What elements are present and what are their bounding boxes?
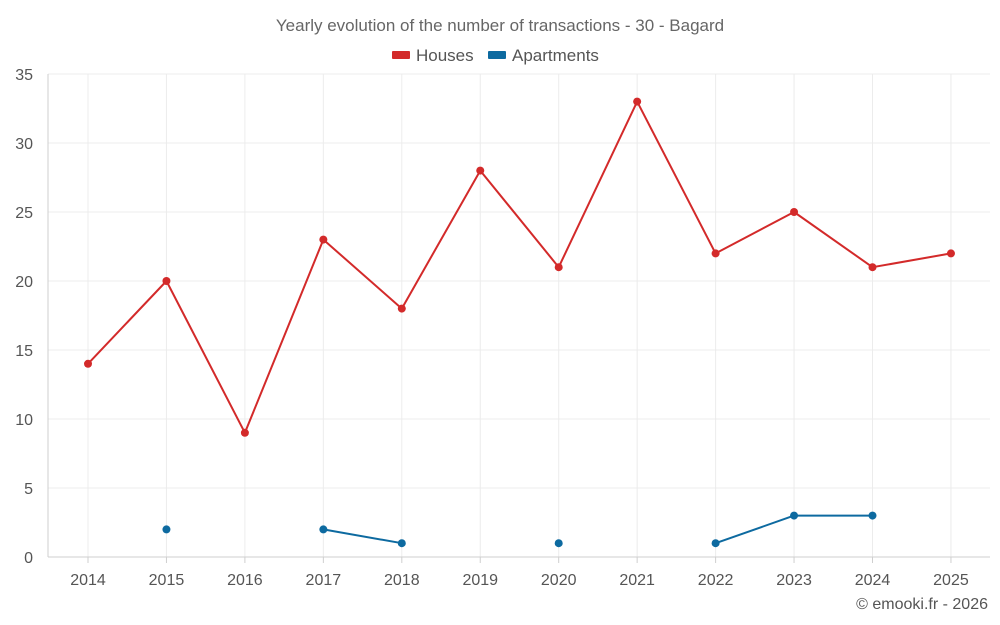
- credit-text: © emooki.fr - 2026: [856, 596, 988, 613]
- apartments-line-segment: [322, 528, 403, 545]
- apartments-point: [162, 525, 171, 534]
- series-apartments: [162, 511, 877, 548]
- y-axis-ticks: 0 5 10 15 20 25 30 35: [15, 67, 33, 567]
- houses-point: [397, 304, 406, 313]
- y-tick-label: 20: [15, 274, 33, 291]
- legend-swatch-houses: [392, 51, 410, 59]
- x-tick-label: 2019: [462, 572, 498, 589]
- legend-item-apartments[interactable]: Apartments: [488, 46, 599, 65]
- x-tick-label: 2018: [384, 572, 420, 589]
- houses-line-segment: [479, 169, 560, 269]
- houses-line-segment: [322, 238, 403, 310]
- x-tick-label: 2022: [698, 572, 734, 589]
- x-tick-label: 2023: [776, 572, 812, 589]
- series-layer: [84, 97, 955, 548]
- houses-point: [711, 249, 720, 258]
- houses-line-segment: [871, 252, 952, 269]
- houses-line-segment: [557, 100, 639, 269]
- x-tick-label: 2021: [619, 572, 655, 589]
- chart-title: Yearly evolution of the number of transa…: [276, 16, 724, 35]
- y-tick-label: 25: [15, 205, 33, 222]
- houses-point: [476, 166, 485, 175]
- x-tick-label: 2020: [541, 572, 577, 589]
- houses-point: [633, 97, 642, 106]
- x-tick-label: 2017: [306, 572, 342, 589]
- x-tick-label: 2025: [933, 572, 969, 589]
- houses-line-segment: [87, 280, 168, 365]
- apartments-point: [711, 539, 720, 548]
- legend-label-houses: Houses: [416, 46, 474, 65]
- x-tick-label: 2016: [227, 572, 263, 589]
- houses-point: [554, 263, 563, 272]
- houses-point: [84, 359, 92, 368]
- houses-line-segment: [636, 100, 717, 255]
- y-tick-label: 15: [15, 343, 33, 360]
- legend: Houses Apartments: [392, 46, 599, 65]
- houses-point: [790, 208, 799, 216]
- apartments-line-segment: [714, 514, 796, 545]
- y-tick-label: 0: [24, 550, 33, 567]
- legend-item-houses[interactable]: Houses: [392, 46, 474, 65]
- x-tick-label: 2015: [149, 572, 185, 589]
- houses-line-segment: [793, 211, 874, 269]
- houses-line-segment: [243, 238, 325, 434]
- y-tick-label: 5: [24, 481, 33, 498]
- apartments-point: [397, 539, 406, 548]
- houses-point: [946, 249, 955, 258]
- axes: [47, 74, 990, 563]
- x-tick-label: 2014: [70, 572, 106, 589]
- y-tick-label: 30: [15, 136, 33, 153]
- x-axis-ticks: 2014 2015 2016 2017 2018 2019 2020 2021 2022 2023…: [70, 572, 969, 589]
- series-houses: [84, 97, 955, 437]
- houses-point: [162, 277, 171, 285]
- apartments-point: [319, 525, 328, 534]
- y-tick-label: 35: [15, 67, 33, 84]
- grid: [48, 73, 990, 557]
- houses-line-segment: [165, 280, 246, 434]
- x-tick-label: 2024: [855, 572, 891, 589]
- houses-line-segment: [400, 169, 482, 310]
- legend-swatch-apartments: [488, 51, 506, 59]
- apartments-point: [790, 511, 799, 520]
- apartments-point: [554, 539, 563, 548]
- legend-label-apartments: Apartments: [512, 46, 599, 65]
- houses-point: [319, 235, 328, 244]
- apartments-point: [868, 511, 877, 520]
- houses-point: [240, 428, 249, 437]
- houses-line-segment: [714, 211, 796, 255]
- houses-point: [868, 263, 877, 272]
- y-tick-label: 10: [15, 412, 33, 429]
